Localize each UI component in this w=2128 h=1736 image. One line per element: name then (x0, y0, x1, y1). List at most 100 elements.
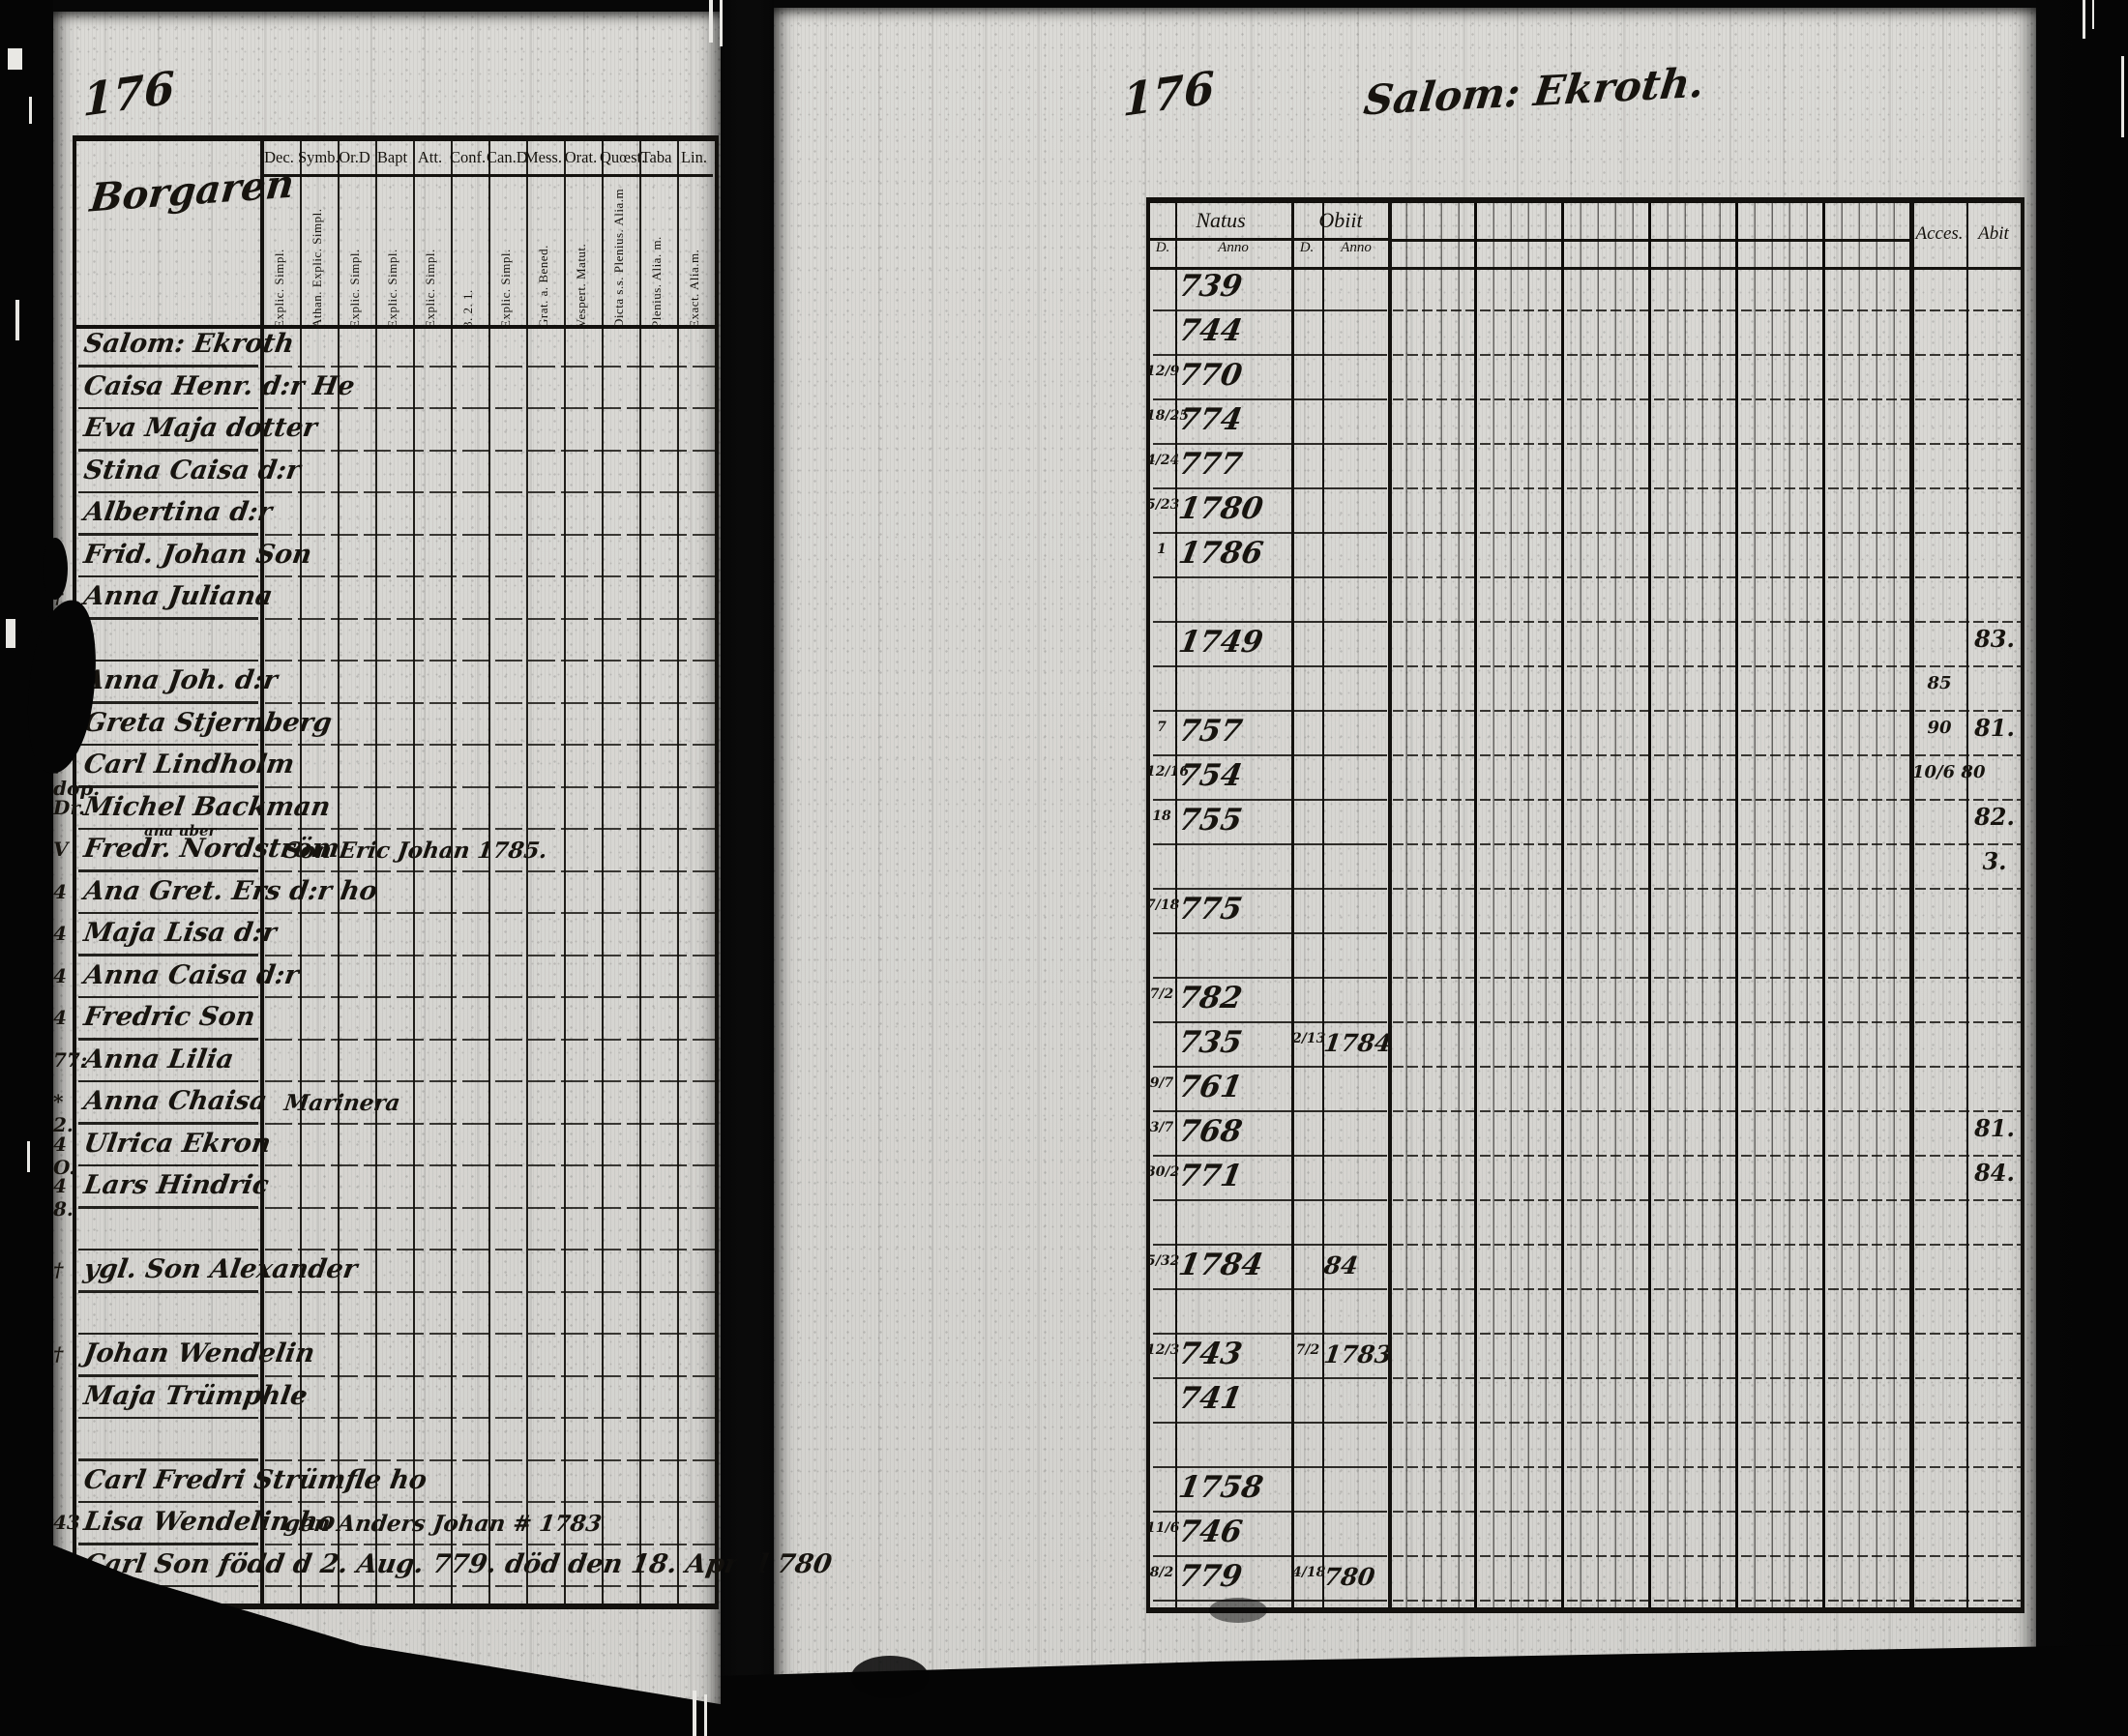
obiit-year: 84 (1321, 1251, 1360, 1280)
communion-date-marks (1390, 445, 1912, 489)
register-row (76, 620, 715, 662)
year-grid-lines (1390, 203, 1912, 1607)
row-note: Marinera (282, 1090, 402, 1116)
natus-year: 746 (1175, 1515, 1245, 1549)
film-edge-bottom (0, 1710, 2128, 1736)
register-row: 11/6 746 (1146, 1513, 2021, 1557)
communion-date-marks (1390, 1023, 1912, 1068)
communion-date-marks (1390, 890, 1912, 934)
left-table-rows: Salom: Ekroth Caisa Henr. d:r He (53, 325, 834, 1594)
natus-year: 741 (1175, 1381, 1245, 1416)
communion-date-marks (1390, 1379, 1912, 1424)
person-name: Anna Caisa d:r (81, 959, 301, 990)
obiit-day: 4/18 (1292, 1565, 1326, 1580)
register-row: 4 Fredric Son (53, 998, 715, 1041)
register-row: Albertina d:r (76, 493, 715, 536)
communion-date-marks (1390, 1513, 1912, 1557)
register-row: ug. Greta Stjernberg (53, 704, 715, 747)
film-mark (2083, 0, 2085, 39)
natus-day-label: D. (1155, 240, 1170, 255)
table-line (1175, 203, 1177, 1607)
person-name: Anna Chaisa (81, 1086, 270, 1116)
natus-day: 7/2 (1149, 986, 1174, 1002)
register-row: 735 2/13 1784 (1150, 1023, 2021, 1068)
register-row: 7/2 782 (1150, 979, 2021, 1023)
film-mark (27, 1141, 30, 1172)
film-frame-line (704, 1694, 707, 1736)
register-row: 4/24 777 (1146, 445, 2021, 489)
left-page: 176 Borgaren Dec. Explic. Simpl. Symb. (53, 12, 834, 1712)
communion-date-marks (1390, 1112, 1912, 1157)
natus-year: 757 (1175, 714, 1245, 749)
natus-year: 754 (1175, 758, 1245, 793)
natus-year: 1786 (1175, 536, 1266, 571)
margin-mark: 43 (53, 1511, 80, 1534)
margin-mark: 77: (53, 1047, 88, 1072)
person-name: Salom: Ekroth (81, 329, 297, 359)
register-row: 18 755 82. (1150, 801, 2021, 845)
obiit-day: 7/2 (1295, 1342, 1320, 1358)
page-number-right: 176 (1122, 61, 1215, 127)
margin-mark: 4 (53, 879, 67, 903)
margin-mark: 4 O. (53, 1132, 76, 1179)
film-edge-left (0, 0, 53, 1736)
communion-date-marks (1390, 1068, 1912, 1112)
film-edge-right (2036, 0, 2128, 1736)
register-row: 18/25 774 (1146, 400, 2021, 445)
communion-date-marks (1390, 267, 1912, 311)
register-row: Caisa Henr. d:r He (76, 368, 715, 410)
communion-date-marks (1390, 801, 1912, 845)
communion-date-marks (1390, 356, 1912, 400)
film-mark (6, 619, 15, 648)
margin-mark: V (53, 838, 69, 861)
communion-date-marks (1390, 534, 1912, 578)
natus-day: 12/3 (1146, 1342, 1180, 1358)
register-row (1150, 1201, 2021, 1246)
smudge (851, 1656, 929, 1698)
register-row: 4 ug. Anna Joh. d:r (53, 662, 715, 716)
ink-blot (43, 538, 68, 600)
margin-mark: 4 (53, 1006, 67, 1029)
margin-mark: 4 (53, 963, 67, 987)
register-row: 741 (1150, 1379, 2021, 1424)
natus-year: 743 (1175, 1337, 1245, 1371)
table-line (1291, 203, 1294, 1607)
person-name: Eva Maja dotter (81, 413, 319, 443)
person-name: Caisa Henr. d:r He (81, 370, 357, 401)
acces-header: Acces. (1915, 223, 1964, 244)
register-row (76, 1209, 715, 1251)
abit-header: Abit (1978, 223, 2009, 244)
register-row: 3/7 768 81. (1150, 1112, 2021, 1157)
right-communion-table: Natus Obiit Acces. Abit D. Anno D. Anno (1146, 197, 2025, 1613)
margin-mark: † (53, 1258, 64, 1281)
film-mark (2121, 56, 2124, 137)
natus-year: 771 (1175, 1159, 1245, 1193)
natus-year: 779 (1175, 1559, 1245, 1594)
film-mark (29, 97, 32, 124)
register-row: Carl Fredri Strümfle ho (76, 1461, 715, 1504)
natus-day: 7/18 (1146, 897, 1180, 913)
natus-year: 739 (1175, 269, 1245, 304)
register-row (76, 1293, 715, 1336)
register-row: 739 (1150, 267, 2021, 311)
margin-mark: † (53, 1342, 64, 1366)
register-row: Eva Maja dotter (76, 409, 715, 452)
person-name: Carl Fredri Strümfle ho (81, 1464, 429, 1495)
person-name: Maja Trümphle (81, 1380, 310, 1411)
register-row: 4 Anna Caisa d:r (53, 956, 715, 999)
register-row: 5/32 1784 84 (1146, 1246, 2021, 1290)
person-name: ygl. Son Alexander (81, 1254, 360, 1284)
natus-day: 5/32 (1146, 1253, 1180, 1269)
person-name: Stina Caisa d:r (81, 455, 303, 485)
obiit-year: 1784 (1321, 1029, 1394, 1057)
person-name: Anna Joh. d:r (81, 665, 280, 695)
film-frame-line (693, 1691, 696, 1736)
register-row: † Carl Son född d 2. Aug. 779. död den 1… (53, 1545, 834, 1588)
register-row: 1 1786 (1150, 534, 2021, 578)
left-examination-table: Borgaren Dec. Explic. Simpl. Symb. Athan… (53, 135, 834, 1609)
obiit-day: 2/13 (1292, 1031, 1326, 1046)
column-rule-lines (260, 141, 717, 1604)
communion-date-marks (1390, 1157, 1912, 1201)
person-name: Lars Hindric (81, 1170, 271, 1200)
communion-date-marks (1390, 1290, 1912, 1335)
